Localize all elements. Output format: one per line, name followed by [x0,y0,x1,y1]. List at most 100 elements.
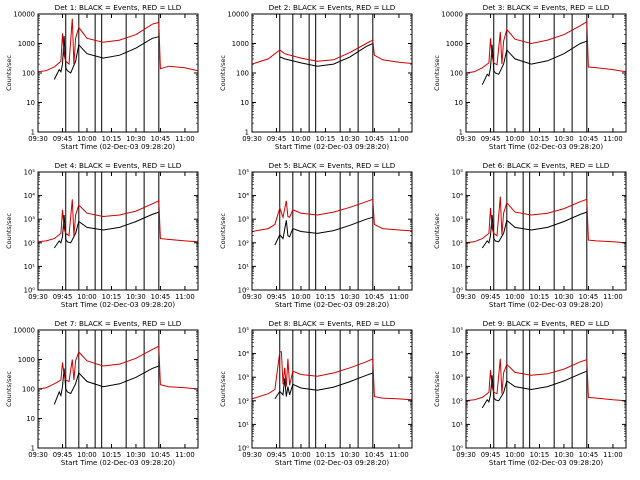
x-tick-label: 09:30 [456,293,476,301]
y-tick-label: 10000 [13,11,35,19]
chart-title: Det 9: BLACK = Events, RED = LLD [483,319,610,328]
x-tick-label: 09:45 [267,451,287,459]
y-tick-label: 100 [22,70,35,78]
x-tick-label: 10:45 [365,293,385,301]
x-tick-label: 10:15 [102,451,122,459]
lld-rate-line [252,352,412,400]
chart-panel-4: Det 4: BLACK = Events, RED = LLD10⁰10¹10… [5,161,198,309]
y-axis-label: Counts/sec [5,371,13,407]
y-axis-label: Counts/sec [433,371,441,407]
x-tick-label: 10:15 [102,293,122,301]
y-tick-label: 100 [22,386,35,394]
y-tick-label: 100 [450,70,463,78]
x-tick-label: 11:00 [389,451,409,459]
y-tick-label: 10000 [13,327,35,335]
y-tick-label: 10² [452,239,464,247]
x-tick-label: 11:00 [175,451,195,459]
x-tick-label: 10:00 [505,451,525,459]
x-tick-label: 10:45 [579,135,599,143]
x-tick-label: 10:00 [291,135,311,143]
x-tick-label: 09:45 [53,135,73,143]
x-tick-label: 09:45 [481,451,501,459]
plot-frame [252,330,412,448]
chart-title: Det 6: BLACK = Events, RED = LLD [483,161,610,170]
y-axis-label: Counts/sec [433,55,441,91]
x-tick-label: 11:00 [603,135,623,143]
x-tick-label: 10:15 [316,451,336,459]
y-tick-label: 10 [26,99,35,107]
x-tick-label: 10:00 [77,451,97,459]
x-tick-label: 10:15 [316,135,336,143]
x-axis-label: Start Time (02-Dec-03 09:28:20) [61,143,175,151]
events-rate-line [280,44,373,67]
y-tick-label: 1000 [18,40,35,48]
x-tick-label: 11:00 [175,293,195,301]
chart-panel-8: Det 8: BLACK = Events, RED = LLD10⁰10¹10… [219,319,412,467]
x-tick-label: 10:30 [554,293,574,301]
x-tick-label: 09:30 [28,293,48,301]
lld-rate-line [466,359,626,401]
y-tick-label: 10³ [238,374,250,382]
plot-frame [38,172,198,290]
x-tick-label: 10:45 [579,451,599,459]
y-tick-label: 1000 [18,356,35,364]
x-tick-label: 10:30 [340,293,360,301]
plot-frame [466,172,626,290]
x-axis-label: Start Time (02-Dec-03 09:28:20) [61,301,175,309]
y-tick-label: 10³ [452,216,464,224]
x-tick-label: 09:45 [267,293,287,301]
chart-panel-5: Det 5: BLACK = Events, RED = LLD10⁰10¹10… [219,161,412,309]
y-tick-label: 10¹ [452,263,464,271]
y-tick-label: 10¹ [452,421,464,429]
x-tick-label: 10:30 [126,451,146,459]
x-tick-label: 10:15 [530,451,550,459]
y-tick-label: 10² [238,239,250,247]
chart-panel-1: Det 1: BLACK = Events, RED = LLD11010010… [5,3,198,151]
x-tick-label: 10:30 [340,135,360,143]
y-axis-label: Counts/sec [219,371,227,407]
x-tick-label: 10:00 [291,293,311,301]
chart-title: Det 2: BLACK = Events, RED = LLD [269,3,396,12]
chart-title: Det 7: BLACK = Events, RED = LLD [55,319,182,328]
plot-frame [466,14,626,132]
x-axis-label: Start Time (02-Dec-03 09:28:20) [61,459,175,467]
x-tick-label: 10:15 [530,293,550,301]
chart-panel-3: Det 3: BLACK = Events, RED = LLD11010010… [433,3,626,151]
x-tick-label: 10:30 [554,451,574,459]
events-rate-line [54,36,159,80]
y-tick-label: 10¹ [238,421,250,429]
lld-rate-line [38,346,198,389]
x-tick-label: 10:45 [151,451,171,459]
events-rate-line [482,371,587,408]
y-tick-label: 10 [240,99,249,107]
chart-panel-6: Det 6: BLACK = Events, RED = LLD10⁰10¹10… [433,161,626,309]
chart-panel-9: Det 9: BLACK = Events, RED = LLD10⁰10¹10… [433,319,626,467]
x-tick-label: 09:30 [28,135,48,143]
x-tick-label: 10:45 [365,135,385,143]
y-tick-label: 10⁴ [452,350,464,358]
x-tick-label: 10:00 [291,451,311,459]
x-tick-label: 09:45 [53,451,73,459]
x-tick-label: 09:45 [267,135,287,143]
chart-title: Det 1: BLACK = Events, RED = LLD [55,3,182,12]
x-tick-label: 10:30 [126,293,146,301]
y-tick-label: 10⁵ [24,169,36,177]
x-axis-label: Start Time (02-Dec-03 09:28:20) [489,459,603,467]
x-tick-label: 10:30 [126,135,146,143]
x-axis-label: Start Time (02-Dec-03 09:28:20) [489,301,603,309]
y-tick-label: 10² [24,239,36,247]
y-tick-label: 10000 [441,11,463,19]
y-axis-label: Counts/sec [219,55,227,91]
x-tick-label: 09:30 [456,451,476,459]
y-tick-label: 100 [236,70,249,78]
y-axis-label: Counts/sec [5,213,13,249]
y-tick-label: 10² [238,397,250,405]
x-tick-label: 10:45 [151,293,171,301]
x-tick-label: 10:00 [505,135,525,143]
x-tick-label: 09:30 [242,135,262,143]
y-tick-label: 1000 [446,40,463,48]
x-tick-label: 10:30 [554,135,574,143]
x-axis-label: Start Time (02-Dec-03 09:28:20) [275,459,389,467]
x-tick-label: 10:30 [340,451,360,459]
y-axis-label: Counts/sec [433,213,441,249]
